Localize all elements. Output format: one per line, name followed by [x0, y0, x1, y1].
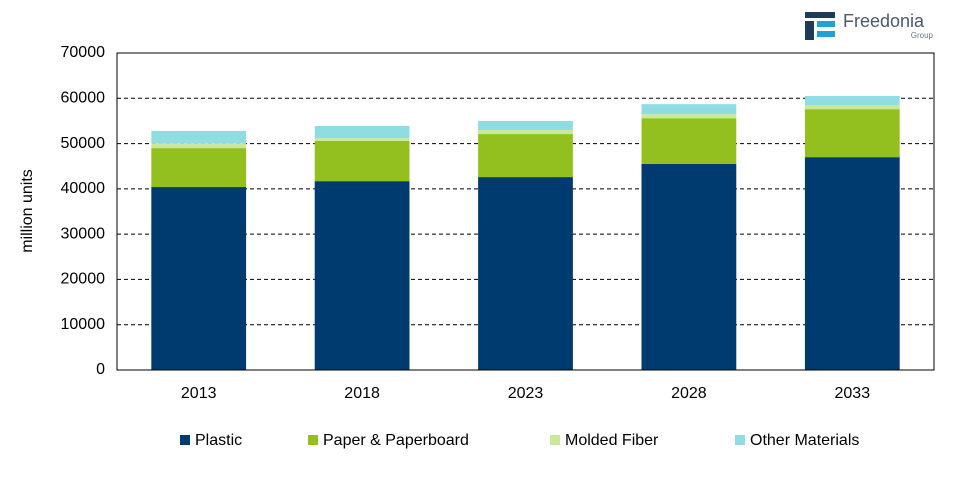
bar-segment: [151, 187, 247, 370]
y-tick-label: 60000: [61, 90, 106, 107]
bar-segment: [804, 96, 900, 106]
bar-segment: [804, 105, 900, 110]
x-tick-label: 2018: [344, 385, 380, 402]
y-tick-label: 20000: [61, 271, 106, 288]
legend-swatch: [550, 435, 560, 445]
bar-segment: [314, 125, 410, 139]
bar-segment: [478, 134, 573, 178]
logo-sub: Group: [911, 31, 934, 40]
bar-segment: [641, 163, 737, 370]
y-axis-label: million units: [19, 169, 36, 253]
legend-label: Plastic: [195, 432, 242, 449]
x-tick-label: 2028: [671, 385, 707, 402]
legend-label: Molded Fiber: [565, 432, 659, 449]
y-tick-label: 0: [96, 361, 105, 378]
logo-name: Freedonia: [843, 11, 925, 31]
bar-segment: [641, 114, 737, 119]
legend-swatch: [735, 435, 745, 445]
legend-swatch: [180, 435, 190, 445]
bar-segment: [641, 118, 737, 164]
bar-segment: [478, 177, 573, 370]
bar-segment: [151, 130, 247, 144]
logo: Freedonia Group: [805, 11, 934, 40]
logo-bar: [805, 21, 814, 40]
bar-segment: [314, 138, 410, 141]
bar-segment: [478, 120, 573, 130]
x-tick-label: 2013: [181, 385, 217, 402]
logo-bar: [817, 31, 835, 37]
bar-segment: [151, 143, 247, 149]
y-tick-label: 70000: [61, 44, 106, 61]
bar-segment: [314, 181, 410, 370]
y-tick-label: 10000: [61, 316, 106, 333]
bar-segment: [641, 104, 737, 115]
logo-bar: [805, 12, 835, 18]
y-tick-label: 40000: [61, 180, 106, 197]
y-tick-label: 50000: [61, 135, 106, 152]
bar-segment: [151, 148, 247, 188]
bar-segment: [804, 109, 900, 158]
legend-label: Other Materials: [750, 432, 859, 449]
legend-swatch: [308, 435, 318, 445]
y-tick-label: 30000: [61, 225, 106, 242]
bar-segment: [478, 129, 573, 135]
logo-bar: [817, 21, 835, 27]
bar-segment: [804, 157, 900, 370]
x-tick-label: 2033: [835, 385, 871, 402]
x-tick-label: 2023: [508, 385, 544, 402]
bar-segment: [314, 140, 410, 182]
plot-frame: [116, 52, 935, 371]
legend-label: Paper & Paperboard: [323, 432, 469, 449]
